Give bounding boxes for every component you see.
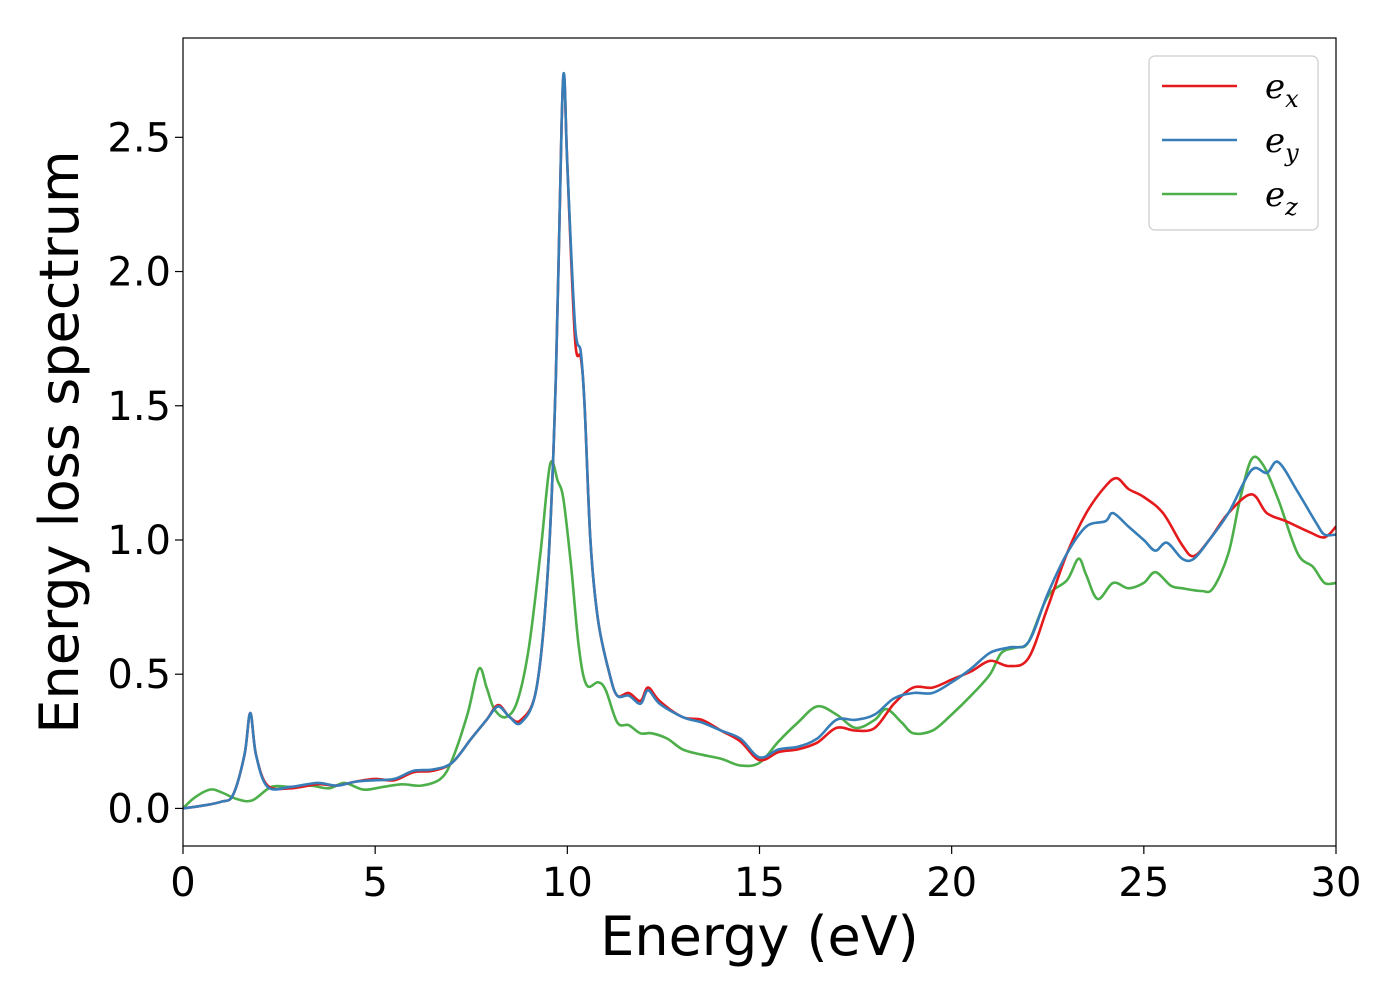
- y-axis-ticks: 0.0 0.5 1.0 1.5 2.0 2.5: [107, 115, 183, 832]
- series-line-y: [183, 71, 1336, 810]
- legend-label-base: e: [1265, 175, 1285, 215]
- legend-box: [1148, 55, 1319, 231]
- legend-label-y: ey: [1265, 121, 1299, 167]
- legend-label-subscript: z: [1284, 193, 1298, 221]
- legend-label-base: e: [1265, 121, 1285, 161]
- x-tick-label: 30: [1311, 860, 1362, 906]
- x-tick-label: 25: [1118, 860, 1169, 906]
- legend-label-z: ez: [1265, 175, 1298, 221]
- series-line-z: [183, 455, 1336, 810]
- legend-label-x: ex: [1265, 67, 1299, 113]
- x-tick-label: 10: [542, 860, 593, 906]
- x-tick-label: 20: [926, 860, 977, 906]
- legend-label-subscript: x: [1285, 85, 1299, 113]
- legend-label-base: e: [1265, 67, 1285, 107]
- x-tick-label: 0: [170, 860, 195, 906]
- legend-label-subscript: y: [1284, 139, 1299, 167]
- x-tick-label: 15: [734, 860, 785, 906]
- y-tick-label: 1.5: [107, 384, 171, 430]
- y-tick-label: 0.5: [107, 652, 171, 698]
- y-tick-label: 1.0: [107, 518, 171, 564]
- y-tick-label: 0.0: [107, 786, 171, 832]
- x-tick-label: 5: [362, 860, 387, 906]
- y-tick-label: 2.5: [107, 115, 171, 161]
- series-layer: [183, 71, 1336, 810]
- y-axis-label: Energy loss spectrum: [28, 150, 91, 733]
- x-axis-ticks: 0 5 10 15 20 25 30: [170, 846, 1361, 906]
- x-axis-label: Energy (eV): [600, 905, 919, 968]
- y-tick-label: 2.0: [107, 250, 171, 296]
